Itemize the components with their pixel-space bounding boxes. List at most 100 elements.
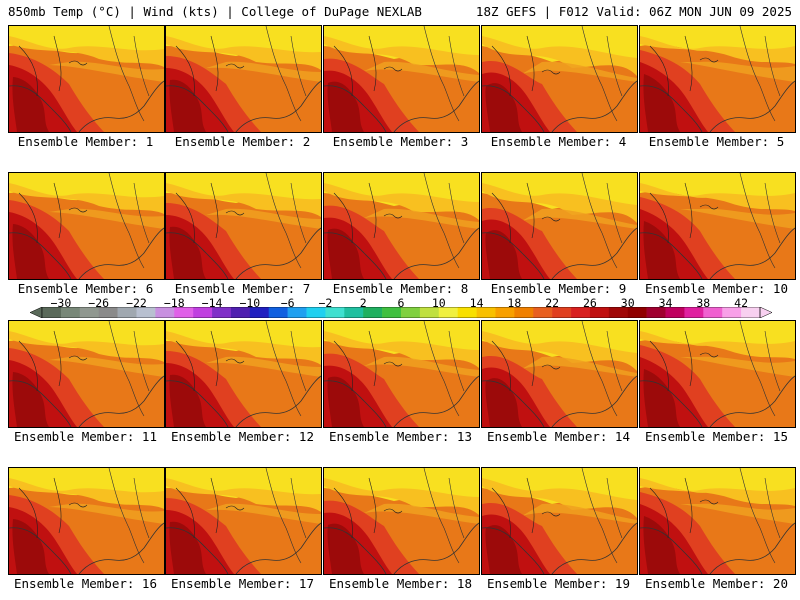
colorbar-tick-label: −26 bbox=[88, 296, 110, 310]
colorbar-tick-label: 22 bbox=[545, 296, 560, 310]
ensemble-member-label: Ensemble Member: 1 bbox=[17, 134, 154, 149]
colorbar-tick-label: −18 bbox=[163, 296, 185, 310]
colorbar-tick-label: −14 bbox=[201, 296, 223, 310]
colorbar-segment bbox=[438, 307, 458, 318]
colorbar-tick-label: 2 bbox=[359, 296, 367, 310]
colorbar-segment bbox=[79, 307, 99, 318]
ensemble-member-map bbox=[8, 467, 165, 575]
ensemble-member-map bbox=[639, 172, 796, 280]
colorbar-segment bbox=[495, 307, 515, 318]
colorbar-tick-label: −30 bbox=[50, 296, 72, 310]
colorbar-right-arrow bbox=[759, 307, 772, 318]
ensemble-member-map bbox=[639, 25, 796, 133]
colorbar-tick-label: 30 bbox=[620, 296, 635, 310]
colorbar-tick-label: −2 bbox=[318, 296, 333, 310]
colorbar-segment bbox=[363, 307, 383, 318]
colorbar-segment bbox=[533, 307, 553, 318]
colorbar-tick-label: 10 bbox=[431, 296, 446, 310]
ensemble-member-map bbox=[323, 172, 480, 280]
ensemble-member-map bbox=[8, 320, 165, 428]
ensemble-member-label: Ensemble Member: 11 bbox=[14, 429, 157, 444]
colorbar-tick-label: 26 bbox=[583, 296, 597, 310]
colorbar-segment bbox=[476, 307, 496, 318]
ensemble-member-map bbox=[165, 25, 322, 133]
colorbar-tick-label: −6 bbox=[280, 296, 295, 310]
colorbar-segment bbox=[117, 307, 137, 318]
colorbar-tick-label: 14 bbox=[469, 296, 484, 310]
ensemble-member-map bbox=[639, 320, 796, 428]
ensemble-member-label: Ensemble Member: 9 bbox=[490, 281, 627, 296]
ensemble-member-map bbox=[165, 320, 322, 428]
header-title: 850mb Temp (°C) | Wind (kts) | College o… bbox=[8, 4, 422, 19]
temperature-colorbar bbox=[30, 307, 772, 318]
ensemble-member-map bbox=[481, 25, 638, 133]
colorbar-segment bbox=[136, 307, 156, 318]
header-run-info: 18Z GEFS | F012 Valid: 06Z MON JUN 09 20… bbox=[475, 4, 792, 19]
colorbar-tick-label: −10 bbox=[239, 296, 261, 310]
colorbar-segment bbox=[419, 307, 440, 318]
colorbar-segment bbox=[193, 307, 213, 318]
colorbar-segment bbox=[287, 307, 307, 318]
colorbar-segment bbox=[155, 307, 175, 318]
colorbar-segment bbox=[514, 307, 534, 318]
colorbar-tick-label: 6 bbox=[397, 296, 405, 310]
colorbar-segment bbox=[212, 307, 232, 318]
colorbar-segment bbox=[646, 307, 666, 318]
ensemble-member-map bbox=[8, 25, 165, 133]
colorbar-tick-label: 38 bbox=[696, 296, 711, 310]
colorbar-segment bbox=[98, 307, 118, 318]
colorbar-segment bbox=[457, 307, 477, 318]
ensemble-member-map bbox=[323, 320, 480, 428]
colorbar-segment bbox=[325, 307, 345, 318]
ensemble-member-map bbox=[323, 25, 480, 133]
ensemble-member-label: Ensemble Member: 4 bbox=[490, 134, 627, 149]
colorbar-segment bbox=[684, 307, 704, 318]
colorbar-segment bbox=[306, 307, 326, 318]
ensemble-member-map bbox=[165, 467, 322, 575]
colorbar-segment bbox=[722, 307, 742, 318]
colorbar-tick-label: 18 bbox=[507, 296, 522, 310]
colorbar-tick-label: 42 bbox=[734, 296, 749, 310]
colorbar-segment bbox=[382, 307, 402, 318]
colorbar-segment bbox=[627, 307, 647, 318]
ensemble-member-label: Ensemble Member: 5 bbox=[648, 134, 785, 149]
ensemble-member-map bbox=[481, 320, 638, 428]
ensemble-member-map bbox=[639, 467, 796, 575]
colorbar-tick-label: 34 bbox=[658, 296, 673, 310]
ensemble-member-label: Ensemble Member: 8 bbox=[332, 281, 469, 296]
colorbar-tick-label: −22 bbox=[126, 296, 147, 310]
colorbar-segment bbox=[230, 307, 251, 318]
colorbar-segment bbox=[703, 307, 723, 318]
colorbar-segment bbox=[665, 307, 685, 318]
colorbar-segment bbox=[741, 307, 761, 318]
colorbar-segment bbox=[552, 307, 572, 318]
ensemble-member-label: Ensemble Member: 19 bbox=[487, 576, 630, 591]
ensemble-member-label: Ensemble Member: 13 bbox=[329, 429, 472, 444]
ensemble-member-map bbox=[481, 172, 638, 280]
ensemble-member-map bbox=[8, 172, 165, 280]
colorbar-segment bbox=[608, 307, 629, 318]
colorbar-segment bbox=[589, 307, 610, 318]
colorbar-segment bbox=[60, 307, 81, 318]
ensemble-member-label: Ensemble Member: 6 bbox=[17, 281, 154, 296]
ensemble-member-label: Ensemble Member: 3 bbox=[332, 134, 469, 149]
colorbar-segment bbox=[571, 307, 591, 318]
colorbar-segment bbox=[268, 307, 288, 318]
ensemble-member-map bbox=[323, 467, 480, 575]
colorbar-segment bbox=[344, 307, 364, 318]
ensemble-member-label: Ensemble Member: 10 bbox=[645, 281, 788, 296]
ensemble-member-label: Ensemble Member: 16 bbox=[14, 576, 157, 591]
ensemble-member-map bbox=[165, 172, 322, 280]
ensemble-member-map bbox=[481, 467, 638, 575]
ensemble-member-label: Ensemble Member: 2 bbox=[174, 134, 311, 149]
colorbar-segment bbox=[249, 307, 270, 318]
colorbar-segment bbox=[174, 307, 194, 318]
colorbar-left-arrow bbox=[30, 307, 43, 318]
ensemble-member-label: Ensemble Member: 15 bbox=[645, 429, 788, 444]
ensemble-member-label: Ensemble Member: 17 bbox=[171, 576, 314, 591]
colorbar-segment bbox=[42, 307, 62, 318]
ensemble-member-label: Ensemble Member: 18 bbox=[329, 576, 472, 591]
colorbar-segment bbox=[401, 307, 421, 318]
ensemble-member-label: Ensemble Member: 12 bbox=[171, 429, 314, 444]
ensemble-member-label: Ensemble Member: 20 bbox=[645, 576, 788, 591]
